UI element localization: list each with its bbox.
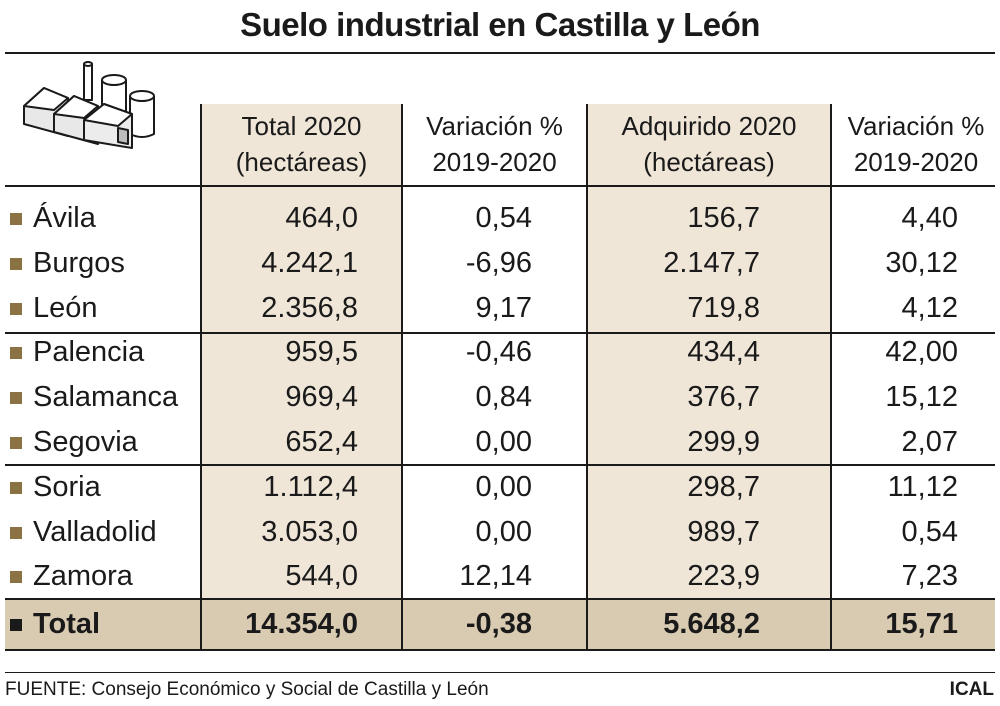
acquired-2020-cell: 5.648,2 bbox=[663, 608, 760, 640]
total-2020-cell: 969,4 bbox=[285, 381, 358, 414]
total-2020-cell: 464,0 bbox=[285, 202, 358, 234]
variation-total-cell: 0,84 bbox=[475, 381, 532, 414]
province-name: Zamora bbox=[33, 560, 133, 593]
table-row: Salamanca 969,4 0,84 376,7 15,12 bbox=[0, 375, 1000, 420]
acquired-2020-cell: 298,7 bbox=[687, 470, 760, 503]
table-row: Segovia 652,4 0,00 299,9 2,07 bbox=[0, 420, 1000, 465]
variation-acquired-cell: 0,54 bbox=[901, 515, 958, 548]
province-name: Salamanca bbox=[33, 381, 179, 414]
table-row: Valladolid 3.053,0 0,00 989,7 0,54 bbox=[0, 510, 1000, 555]
column-header-variation-acquired: Variación % 2019-2020 bbox=[847, 111, 985, 177]
bullet-icon bbox=[10, 436, 22, 449]
variation-acquired-cell: 2,07 bbox=[901, 425, 958, 458]
table-row: Zamora 544,0 12,14 223,9 7,23 bbox=[0, 554, 1000, 599]
acquired-2020-cell: 299,9 bbox=[687, 425, 760, 458]
table-row: Burgos 4.242,1 -6,96 2.147,7 30,12 bbox=[0, 241, 1000, 286]
province-name: Burgos bbox=[33, 246, 125, 279]
province-name: Segovia bbox=[33, 425, 138, 458]
column-divider bbox=[830, 104, 832, 649]
acquired-2020-cell: 989,7 bbox=[687, 515, 760, 548]
variation-acquired-cell: 7,23 bbox=[901, 560, 958, 593]
variation-acquired-cell: 11,12 bbox=[887, 470, 958, 503]
total-2020-cell: 544,0 bbox=[285, 560, 358, 593]
acquired-2020-cell: 434,4 bbox=[687, 336, 760, 369]
total-2020-cell: 4.242,1 bbox=[261, 246, 358, 279]
column-header-total-2020: Total 2020 (hectáreas) bbox=[235, 111, 368, 177]
acquired-2020-cell: 223,9 bbox=[687, 560, 760, 593]
column-divider bbox=[586, 104, 588, 649]
group-divider bbox=[5, 332, 995, 334]
table-row: Ávila 464,0 0,54 156,7 4,40 bbox=[0, 196, 1000, 241]
column-header-variation-total: Variación % 2019-2020 bbox=[426, 111, 563, 177]
province-name: Valladolid bbox=[33, 515, 157, 548]
province-name: Palencia bbox=[33, 336, 145, 369]
province-name: Soria bbox=[33, 470, 101, 503]
bullet-icon bbox=[10, 257, 22, 270]
acquired-2020-cell: 156,7 bbox=[687, 202, 760, 234]
footer-rule bbox=[5, 672, 995, 673]
total-2020-cell: 652,4 bbox=[285, 425, 358, 458]
table-row: Soria 1.112,4 0,00 298,7 11,12 bbox=[0, 465, 1000, 510]
column-divider bbox=[200, 104, 202, 649]
variation-acquired-cell: 15,12 bbox=[885, 381, 958, 414]
bullet-icon bbox=[10, 619, 22, 631]
total-2020-cell: 3.053,0 bbox=[261, 515, 358, 548]
variation-acquired-cell: 4,40 bbox=[901, 202, 958, 234]
bullet-icon bbox=[10, 481, 22, 494]
brand-label: ICAL bbox=[949, 679, 994, 700]
table-bottom-rule bbox=[5, 649, 995, 651]
total-2020-cell: 1.112,4 bbox=[263, 470, 358, 503]
table-body: Ávila 464,0 0,54 156,7 4,40 Burgos 4.242… bbox=[0, 196, 1000, 599]
total-row: Total 14.354,0 -0,38 5.648,2 15,71 bbox=[0, 600, 1000, 649]
province-name: Ávila bbox=[33, 202, 96, 234]
bullet-icon bbox=[10, 392, 22, 405]
variation-acquired-cell: 30,12 bbox=[885, 246, 958, 279]
table-row: Palencia 959,5 -0,46 434,4 42,00 bbox=[0, 330, 1000, 375]
total-2020-cell: 959,5 bbox=[285, 336, 358, 369]
variation-total-cell: 0,00 bbox=[475, 470, 532, 503]
variation-acquired-cell: 15,71 bbox=[885, 608, 958, 640]
total-divider bbox=[5, 598, 995, 600]
header-divider bbox=[5, 185, 995, 187]
variation-total-cell: 0,54 bbox=[475, 202, 532, 234]
column-header-acquired-2020: Adquirido 2020 (hectáreas) bbox=[621, 111, 797, 177]
source-note: FUENTE: Consejo Económico y Social de Ca… bbox=[5, 679, 489, 700]
variation-acquired-cell: 4,12 bbox=[901, 291, 958, 324]
total-label: Total bbox=[33, 608, 101, 640]
chart-title: Suelo industrial en Castilla y León bbox=[240, 6, 760, 43]
bullet-icon bbox=[10, 213, 22, 225]
acquired-2020-cell: 2.147,7 bbox=[663, 246, 760, 279]
title-divider bbox=[5, 52, 995, 54]
variation-total-cell: -6,96 bbox=[465, 246, 532, 279]
variation-total-cell: 12,14 bbox=[459, 560, 532, 593]
variation-total-cell: -0,46 bbox=[465, 336, 532, 369]
acquired-2020-cell: 376,7 bbox=[687, 381, 760, 414]
variation-total-cell: 0,00 bbox=[475, 515, 532, 548]
total-2020-cell: 2.356,8 bbox=[261, 291, 358, 324]
table-row: León 2.356,8 9,17 719,8 4,12 bbox=[0, 286, 1000, 331]
group-divider bbox=[5, 464, 995, 466]
bullet-icon bbox=[10, 571, 22, 584]
province-name: León bbox=[33, 291, 98, 324]
bullet-icon bbox=[10, 526, 22, 539]
variation-acquired-cell: 42,00 bbox=[885, 336, 958, 369]
variation-total-cell: 9,17 bbox=[475, 291, 532, 324]
variation-total-cell: -0,38 bbox=[465, 608, 532, 640]
total-2020-cell: 14.354,0 bbox=[245, 608, 358, 640]
bullet-icon bbox=[10, 347, 22, 360]
variation-total-cell: 0,00 bbox=[475, 425, 532, 458]
column-divider bbox=[401, 104, 403, 649]
factory-icon bbox=[23, 61, 155, 149]
bullet-icon bbox=[10, 302, 22, 315]
acquired-2020-cell: 719,8 bbox=[687, 291, 760, 324]
